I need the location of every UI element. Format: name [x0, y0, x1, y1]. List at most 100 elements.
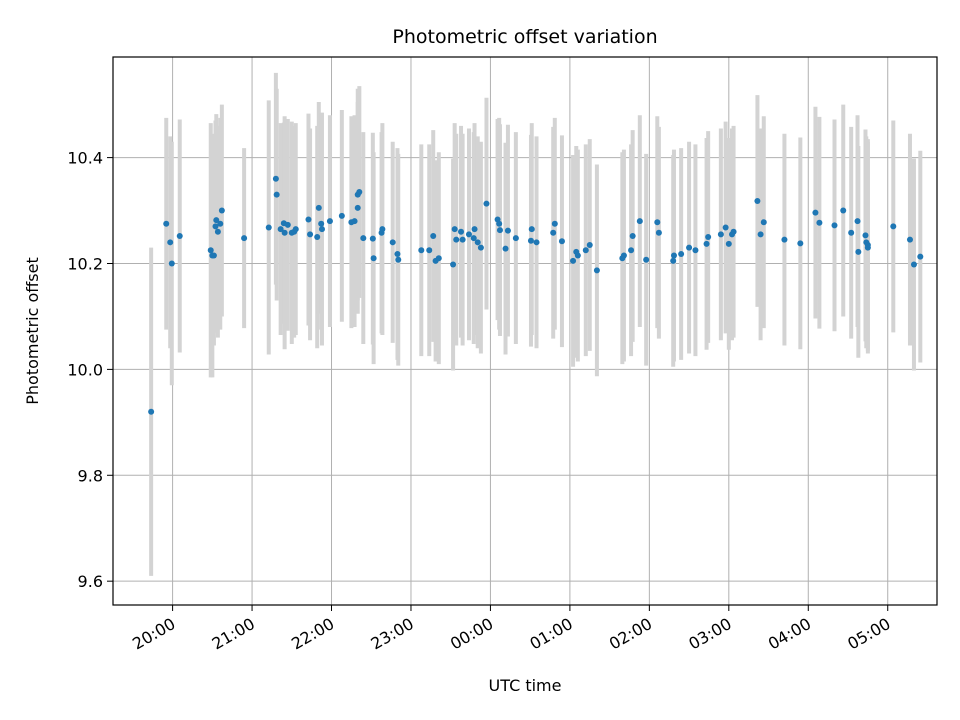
data-point	[465, 231, 472, 238]
data-point	[483, 200, 490, 207]
data-point	[760, 219, 767, 226]
data-point	[210, 252, 217, 259]
data-point	[314, 234, 321, 241]
data-point	[692, 247, 699, 254]
y-tick-label: 10.0	[67, 360, 103, 379]
data-point	[213, 217, 220, 224]
data-point	[214, 228, 221, 235]
data-point	[307, 231, 314, 238]
y-axis-ticks: 9.6 9.8 10.0 10.2 10.4	[67, 149, 113, 591]
data-point	[217, 220, 224, 227]
data-point	[496, 220, 503, 227]
data-point	[722, 224, 729, 231]
data-point	[338, 212, 345, 219]
data-point	[168, 260, 175, 267]
data-point	[470, 235, 477, 242]
data-point	[430, 232, 437, 239]
data-point	[670, 252, 677, 259]
data-point	[582, 247, 589, 254]
data-point	[370, 255, 377, 262]
data-point	[318, 220, 325, 227]
data-point	[643, 256, 650, 263]
data-point	[167, 239, 174, 246]
data-point	[277, 226, 284, 233]
data-point	[781, 236, 788, 243]
data-point	[670, 257, 677, 264]
data-point	[435, 255, 442, 262]
data-point	[551, 220, 558, 227]
data-point	[471, 226, 478, 233]
data-point	[730, 228, 737, 235]
data-point	[360, 235, 367, 242]
data-point	[394, 250, 401, 257]
data-point	[241, 235, 248, 242]
y-tick-label: 9.8	[78, 466, 103, 485]
data-point	[570, 257, 577, 264]
data-point	[354, 204, 361, 211]
data-point	[705, 234, 712, 241]
data-point	[906, 236, 913, 243]
data-point	[379, 226, 386, 233]
data-point	[757, 231, 764, 238]
data-point	[477, 244, 484, 251]
data-point	[864, 241, 871, 248]
data-point	[725, 240, 732, 247]
data-point	[855, 248, 862, 255]
data-point	[586, 241, 593, 248]
data-point	[528, 226, 535, 233]
chart-title: Photometric offset variation	[392, 26, 657, 48]
data-points	[148, 175, 924, 415]
data-point	[703, 240, 710, 247]
data-point	[292, 226, 299, 233]
data-point	[812, 209, 819, 216]
data-point	[854, 218, 861, 225]
x-axis-label: UTC time	[489, 676, 562, 695]
data-point	[326, 218, 333, 225]
data-point	[207, 247, 214, 254]
data-point	[450, 261, 457, 268]
data-point	[496, 227, 503, 234]
data-point	[369, 235, 376, 242]
data-point	[459, 236, 466, 243]
data-point	[654, 219, 661, 226]
data-point	[474, 239, 481, 246]
data-point	[504, 227, 511, 234]
y-axis-label: Photometric offset	[23, 257, 42, 405]
data-point	[620, 252, 627, 259]
data-point	[272, 175, 279, 182]
data-point	[527, 237, 534, 244]
data-point	[816, 219, 823, 226]
data-point	[453, 236, 460, 243]
data-point	[318, 226, 325, 233]
data-point	[418, 247, 425, 254]
data-point	[533, 239, 540, 246]
data-point	[917, 253, 924, 260]
data-point	[831, 222, 838, 229]
data-point	[840, 207, 847, 214]
data-point	[717, 231, 724, 238]
data-point	[628, 247, 635, 254]
data-point	[502, 245, 509, 252]
data-point	[512, 235, 519, 242]
data-point	[315, 204, 322, 211]
data-point	[629, 232, 636, 239]
data-point	[351, 218, 358, 225]
data-point	[212, 223, 219, 230]
data-point	[218, 207, 225, 214]
data-point	[593, 267, 600, 274]
data-point	[862, 232, 869, 239]
data-point	[148, 408, 155, 415]
data-point	[458, 228, 465, 235]
data-point	[636, 218, 643, 225]
data-point	[550, 229, 557, 236]
data-point	[655, 229, 662, 236]
plot-frame	[112, 56, 938, 606]
data-point	[389, 239, 396, 246]
data-point	[305, 216, 312, 223]
data-point	[176, 232, 183, 239]
data-point	[284, 221, 291, 228]
data-point	[356, 189, 363, 196]
data-point	[890, 223, 897, 230]
data-point	[558, 238, 565, 245]
